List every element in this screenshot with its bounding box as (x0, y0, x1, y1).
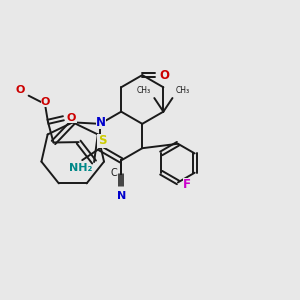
Text: CH₃: CH₃ (176, 86, 190, 95)
Text: CH₃: CH₃ (136, 86, 151, 95)
Text: F: F (183, 178, 191, 191)
Text: N: N (116, 191, 126, 201)
Text: O: O (67, 113, 76, 123)
Text: NH₂: NH₂ (69, 163, 92, 173)
Text: C: C (111, 168, 118, 178)
Text: S: S (98, 134, 106, 148)
Text: O: O (16, 85, 25, 95)
Text: O: O (160, 69, 170, 82)
Text: O: O (41, 97, 50, 106)
Text: N: N (96, 116, 106, 129)
